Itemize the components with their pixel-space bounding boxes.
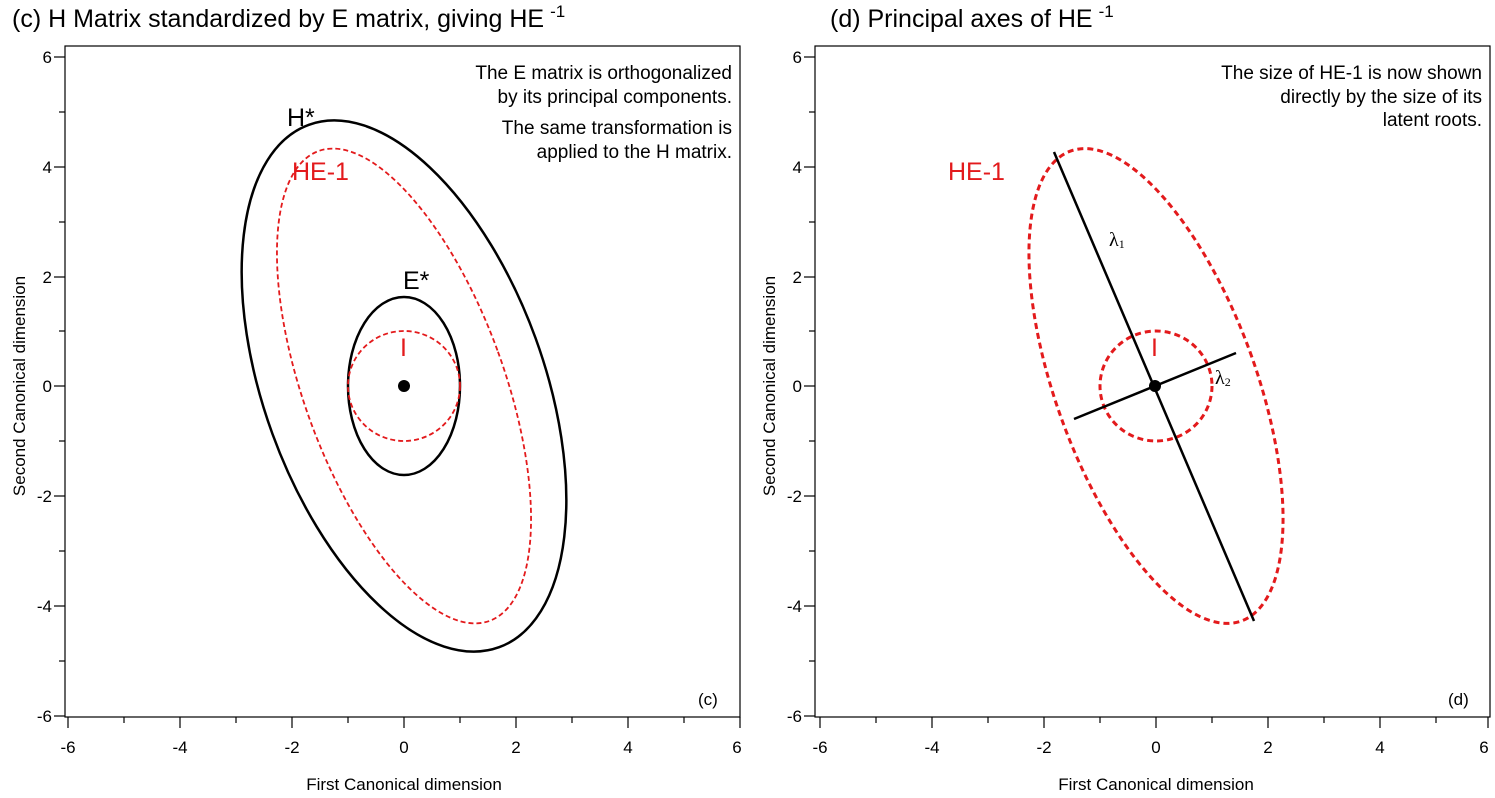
- panel-d-title: (d) Principal axes of HE -1: [830, 2, 1114, 33]
- panel-c-ytick-labels: 6 4 2 0 -2 -4 -6: [37, 48, 52, 726]
- x-tick-label: 0: [399, 738, 408, 757]
- he1-ellipse: [276, 147, 532, 625]
- y-tick-label: -4: [37, 597, 52, 616]
- panel-c-title: (c) H Matrix standardized by E matrix, g…: [12, 2, 565, 33]
- x-tick-label: 2: [511, 738, 520, 757]
- y-tick-label: 6: [793, 48, 802, 67]
- panel-d: (d) Principal axes of HE -1 -6 -4 -2 0 2 …: [760, 2, 1491, 794]
- identity-label: I: [400, 334, 407, 362]
- y-tick-label: -6: [37, 707, 52, 726]
- note-line: directly by the size of its: [1280, 87, 1482, 108]
- note-line: The same transformation is: [502, 118, 732, 139]
- x-tick-label: -6: [812, 738, 827, 757]
- panel-d-ytick-labels: 6 4 2 0 -2 -4 -6: [787, 48, 802, 726]
- y-tick-label: 4: [43, 158, 52, 177]
- x-tick-label: 2: [1263, 738, 1272, 757]
- y-tick-label: -2: [37, 487, 52, 506]
- panel-c-notes: The E matrix is orthogonalized by its pr…: [475, 63, 732, 163]
- panel-d-ticks: [804, 56, 1489, 728]
- y-tick-label: 4: [793, 158, 802, 177]
- identity-circle: [347, 330, 461, 442]
- x-tick-label: 6: [1479, 738, 1488, 757]
- he1-label: HE-1: [948, 158, 1005, 186]
- y-tick-label: -4: [787, 597, 802, 616]
- panel-d-y-axis-label: Second Canonical dimension: [760, 276, 779, 496]
- panel-d-plot-frame: [814, 45, 1491, 718]
- x-tick-label: 4: [623, 738, 632, 757]
- center-point: [1149, 380, 1161, 392]
- panel-c-x-axis-label: First Canonical dimension: [306, 775, 502, 794]
- x-tick-label: -4: [924, 738, 939, 757]
- y-tick-label: 6: [43, 48, 52, 67]
- he1-label: HE-1: [292, 158, 349, 186]
- y-tick-label: -2: [787, 487, 802, 506]
- center-point: [398, 380, 410, 392]
- x-tick-label: -6: [60, 738, 75, 757]
- panel-c-y-axis-label: Second Canonical dimension: [10, 276, 29, 496]
- panel-d-notes: The size of HE-1 is now shown directly b…: [1221, 63, 1482, 131]
- estar-label: E*: [403, 267, 430, 295]
- y-tick-label: 0: [43, 377, 52, 396]
- x-tick-label: 4: [1375, 738, 1384, 757]
- panel-c-xtick-labels: -6 -4 -2 0 2 4 6: [60, 738, 741, 757]
- note-line: latent roots.: [1383, 110, 1482, 131]
- x-tick-label: 6: [732, 738, 741, 757]
- x-tick-label: -2: [284, 738, 299, 757]
- panel-d-corner-label: (d): [1448, 690, 1469, 709]
- panel-c-plot-frame: [64, 45, 741, 718]
- hstar-label: H*: [287, 104, 315, 132]
- panel-c: (c) H Matrix standardized by E matrix, g…: [10, 2, 742, 794]
- y-tick-label: 2: [43, 268, 52, 287]
- he1-ellipse: [1027, 147, 1285, 625]
- hstar-ellipse: [240, 119, 568, 653]
- identity-label: I: [1151, 334, 1158, 362]
- note-line: applied to the H matrix.: [537, 142, 732, 163]
- note-line: The size of HE-1 is now shown: [1221, 63, 1482, 84]
- identity-circle: [1098, 329, 1214, 443]
- lambda2-label: λ2: [1215, 367, 1231, 389]
- note-line: by its principal components.: [498, 87, 732, 108]
- note-line: The E matrix is orthogonalized: [475, 63, 732, 84]
- y-tick-label: -6: [787, 707, 802, 726]
- x-tick-label: -2: [1036, 738, 1051, 757]
- x-tick-label: -4: [172, 738, 187, 757]
- lambda1-label: λ1: [1109, 229, 1125, 251]
- y-tick-label: 0: [793, 377, 802, 396]
- panel-d-xtick-labels: -6 -4 -2 0 2 4 6: [812, 738, 1488, 757]
- panel-c-corner-label: (c): [698, 690, 718, 709]
- panel-c-ticks: [54, 56, 741, 728]
- x-tick-label: 0: [1151, 738, 1160, 757]
- y-tick-label: 2: [793, 268, 802, 287]
- panel-d-x-axis-label: First Canonical dimension: [1058, 775, 1254, 794]
